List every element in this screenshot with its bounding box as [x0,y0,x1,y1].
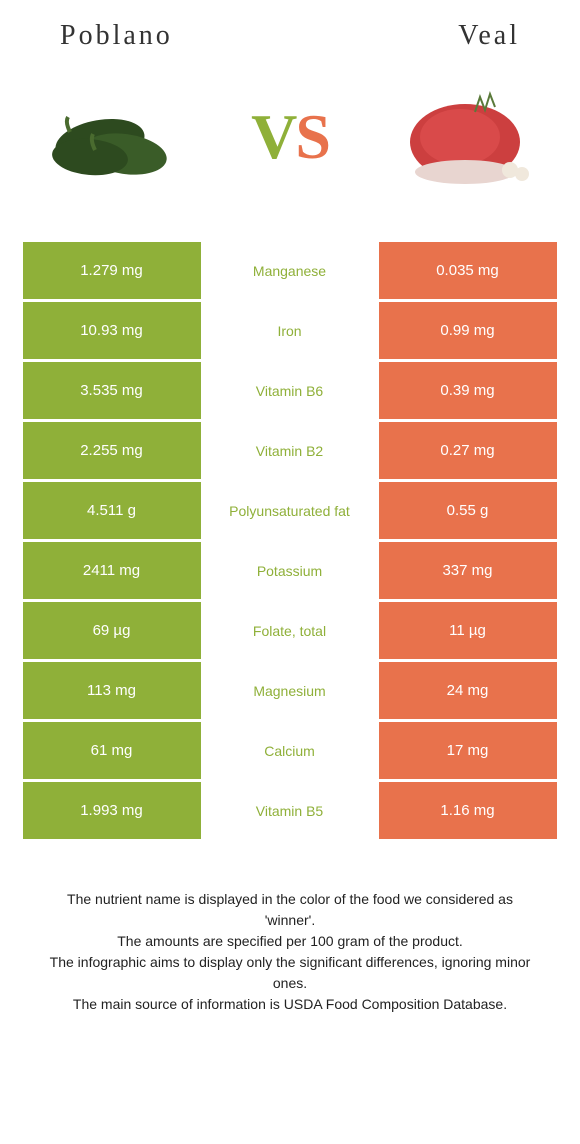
table-row: 10.93 mgIron0.99 mg [23,302,558,359]
table-row: 2.255 mgVitamin B20.27 mg [23,422,558,479]
right-value: 11 µg [379,602,557,659]
nutrient-label: Vitamin B6 [201,362,379,419]
table-row: 2411 mgPotassium337 mg [23,542,558,599]
poblano-image [40,82,190,192]
nutrient-label: Potassium [201,542,379,599]
right-value: 17 mg [379,722,557,779]
left-value: 3.535 mg [23,362,201,419]
table-row: 61 mgCalcium17 mg [23,722,558,779]
nutrient-label: Manganese [201,242,379,299]
table-row: 113 mgMagnesium24 mg [23,662,558,719]
nutrient-label: Folate, total [201,602,379,659]
vs-v-letter: V [251,101,295,172]
right-value: 24 mg [379,662,557,719]
veal-image [390,82,540,192]
right-value: 0.55 g [379,482,557,539]
footnotes: The nutrient name is displayed in the co… [20,889,560,1015]
left-value: 1.279 mg [23,242,201,299]
left-value: 61 mg [23,722,201,779]
table-row: 1.993 mgVitamin B51.16 mg [23,782,558,839]
table-row: 1.279 mgManganese0.035 mg [23,242,558,299]
footnote-line: The nutrient name is displayed in the co… [40,889,540,931]
left-value: 2.255 mg [23,422,201,479]
right-value: 0.39 mg [379,362,557,419]
left-value: 113 mg [23,662,201,719]
left-value: 1.993 mg [23,782,201,839]
right-value: 337 mg [379,542,557,599]
nutrient-label: Calcium [201,722,379,779]
table-row: 3.535 mgVitamin B60.39 mg [23,362,558,419]
food2-title: Veal [458,20,520,52]
right-value: 0.27 mg [379,422,557,479]
vs-label: VS [251,100,329,174]
right-value: 0.99 mg [379,302,557,359]
nutrient-label: Polyunsaturated fat [201,482,379,539]
header-titles: Poblano Veal [20,20,560,52]
nutrient-label: Vitamin B5 [201,782,379,839]
footnote-line: The amounts are specified per 100 gram o… [40,931,540,952]
nutrient-label: Iron [201,302,379,359]
vs-s-letter: S [295,101,329,172]
left-value: 2411 mg [23,542,201,599]
images-row: VS [20,82,560,192]
left-value: 4.511 g [23,482,201,539]
footnote-line: The main source of information is USDA F… [40,994,540,1015]
right-value: 1.16 mg [379,782,557,839]
footnote-line: The infographic aims to display only the… [40,952,540,994]
right-value: 0.035 mg [379,242,557,299]
nutrient-label: Magnesium [201,662,379,719]
food1-title: Poblano [60,20,173,52]
table-row: 69 µgFolate, total11 µg [23,602,558,659]
nutrient-label: Vitamin B2 [201,422,379,479]
left-value: 10.93 mg [23,302,201,359]
table-row: 4.511 gPolyunsaturated fat0.55 g [23,482,558,539]
comparison-table: 1.279 mgManganese0.035 mg10.93 mgIron0.9… [23,242,558,839]
left-value: 69 µg [23,602,201,659]
